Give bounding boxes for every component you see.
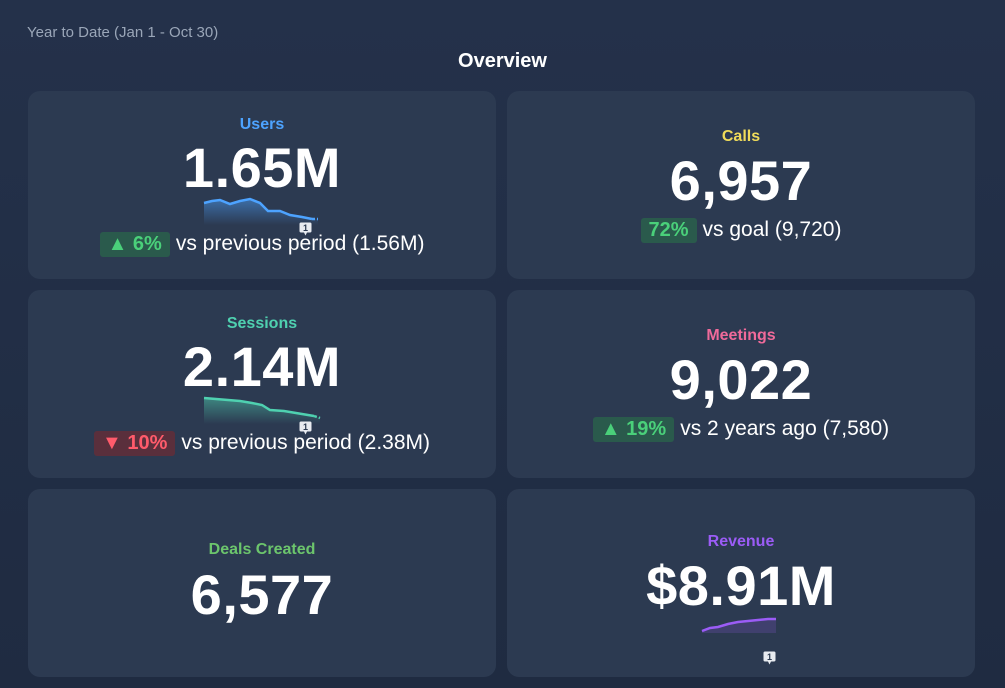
sessions-compare: ▼ 10% vs previous period (2.38M) <box>28 431 496 456</box>
period-label: Year to Date (Jan 1 - Oct 30) <box>27 24 219 41</box>
users-compare: ▲ 6% vs previous period (1.56M) <box>28 232 496 257</box>
goal-badge: 72% <box>640 218 697 243</box>
sessions-sparkline <box>203 396 321 424</box>
sessions-value: 2.14M <box>182 335 342 398</box>
meetings-compare: ▲ 19% vs 2 years ago (7,580) <box>507 417 975 442</box>
meetings-label: Meetings <box>706 327 776 344</box>
meetings-card[interactable]: Meetings 9,022 ▲ 19% vs 2 years ago (7,58… <box>507 290 975 478</box>
users-label: Users <box>239 116 285 133</box>
compare-text: vs 2 years ago (7,580) <box>680 417 890 440</box>
revenue-label: Revenue <box>707 533 775 550</box>
compare-text: vs previous period (2.38M) <box>181 431 430 454</box>
sessions-label: Sessions <box>226 315 298 332</box>
deals-card[interactable]: Deals Created 6,577 <box>28 489 496 677</box>
meetings-value: 9,022 <box>669 348 813 411</box>
calls-value: 6,957 <box>669 149 813 212</box>
calls-label: Calls <box>721 128 761 145</box>
annotation-icon[interactable]: 1 <box>299 222 312 236</box>
page-title: Overview <box>458 50 547 72</box>
annotation-count: 1 <box>303 422 308 432</box>
deals-value: 6,577 <box>190 563 334 626</box>
annotation-count: 1 <box>303 223 308 233</box>
compare-text: vs previous period (1.56M) <box>175 232 425 255</box>
change-badge: ▲ 6% <box>99 232 170 257</box>
change-badge: ▲ 19% <box>592 417 675 442</box>
annotation-count: 1 <box>767 652 772 662</box>
calls-card[interactable]: Calls 6,957 72% vs goal (9,720) <box>507 91 975 279</box>
calls-compare: 72% vs goal (9,720) <box>507 218 975 243</box>
annotation-icon[interactable]: 1 <box>763 651 776 665</box>
annotation-icon[interactable]: 1 <box>299 421 312 435</box>
revenue-value: $8.91M <box>646 554 836 617</box>
users-card[interactable]: Users 1.65M 1 ▲ 6% vs previous period (1.… <box>28 91 496 279</box>
sessions-card[interactable]: Sessions 2.14M 1 ▼ 10% vs previous period… <box>28 290 496 478</box>
compare-text: vs goal (9,720) <box>702 218 842 241</box>
revenue-card[interactable]: Revenue $8.91M 1 <box>507 489 975 677</box>
revenue-sparkline <box>701 617 776 633</box>
users-value: 1.65M <box>182 136 342 199</box>
users-sparkline <box>203 197 318 225</box>
deals-label: Deals Created <box>208 541 316 558</box>
change-badge: ▼ 10% <box>94 431 176 456</box>
